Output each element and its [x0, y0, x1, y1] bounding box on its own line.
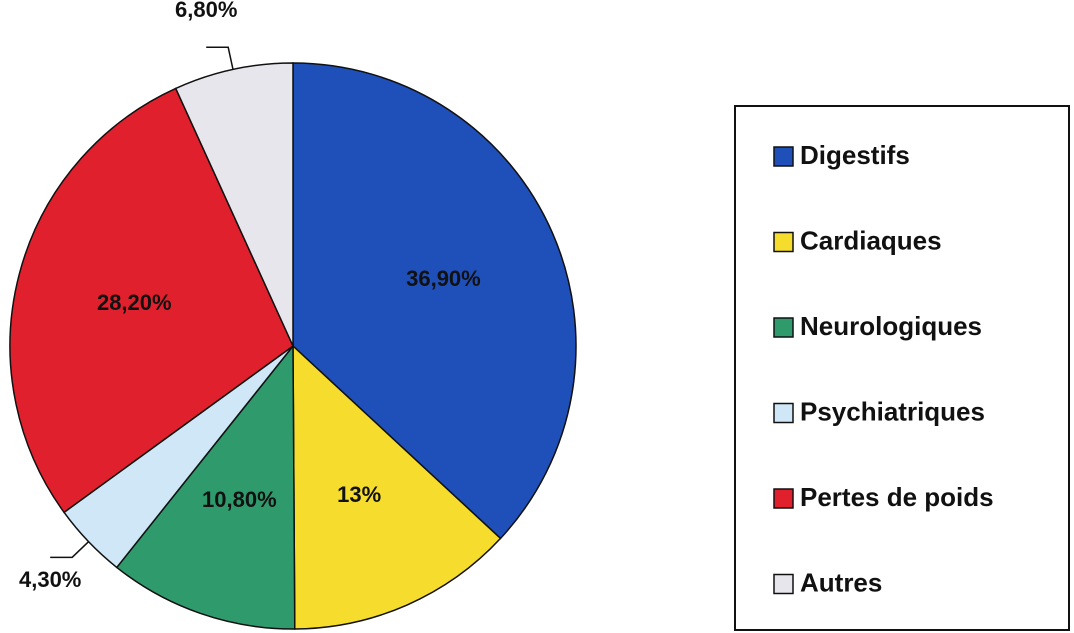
- pie-slice: [9, 87, 294, 514]
- pie-slice: [115, 343, 296, 630]
- legend-label: Digestifs: [800, 140, 910, 170]
- legend-label: Cardiaques: [800, 225, 942, 255]
- pie-slice: [292, 344, 502, 630]
- data-label: 10,80%: [202, 487, 277, 512]
- data-label: 28,20%: [97, 290, 172, 315]
- legend-box: [734, 105, 1070, 631]
- data-label: 4,30%: [19, 567, 81, 592]
- legend-swatch: [773, 488, 794, 509]
- leader-line: [50, 541, 90, 559]
- data-label: 6,80%: [175, 0, 237, 22]
- pie-slice: [174, 62, 294, 347]
- legend-swatch: [773, 402, 794, 424]
- legend-label: Psychiatriques: [800, 396, 985, 426]
- legend-label: Pertes de poids: [800, 482, 994, 512]
- legend-swatch: [773, 573, 794, 595]
- pie-slice: [292, 62, 577, 540]
- legend-swatch: [773, 146, 794, 167]
- data-label: 13%: [337, 482, 381, 507]
- data-label: 36,90%: [406, 266, 481, 291]
- legend-swatch: [773, 317, 794, 338]
- legend-swatch: [773, 231, 794, 253]
- leader-line: [206, 46, 234, 70]
- legend-label: Neurologiques: [800, 311, 982, 341]
- legend-label: Autres: [800, 567, 882, 597]
